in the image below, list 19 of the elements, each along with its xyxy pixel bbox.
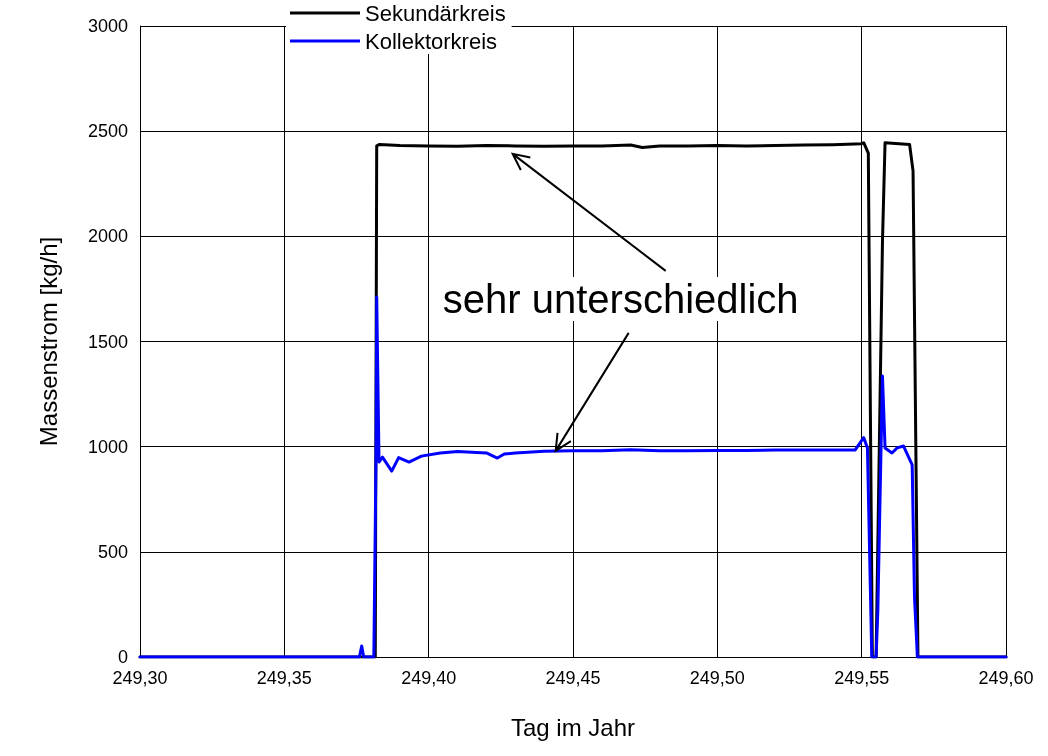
x-tick-label: 249,45 — [545, 668, 601, 688]
y-tick-label: 3000 — [87, 16, 128, 36]
x-axis-title: Tag im Jahr — [510, 713, 636, 741]
x-tick-label: 249,30 — [112, 668, 168, 688]
legend-label: Sekundärkreis — [365, 0, 506, 26]
y-tick-label: 1500 — [87, 331, 128, 352]
y-tick-label: 1000 — [87, 436, 128, 457]
y-tick-label: 2500 — [87, 121, 128, 142]
x-tick-label: 249,50 — [689, 668, 745, 688]
y-tick-label: 500 — [97, 541, 128, 562]
x-tick-label: 249,40 — [401, 668, 457, 688]
annotation: sehr unterschiedlich — [438, 276, 803, 321]
y-axis-title: Massenstrom [kg/h] — [34, 236, 62, 447]
y-tick-label: 2000 — [87, 226, 128, 247]
y-tick-label: 0 — [117, 647, 128, 667]
x-tick-label: 249,55 — [834, 668, 890, 688]
x-tick-label: 249,35 — [256, 668, 312, 688]
legend-label: Kollektorkreis — [365, 28, 498, 54]
x-tick-label: 249,60 — [978, 668, 1034, 688]
